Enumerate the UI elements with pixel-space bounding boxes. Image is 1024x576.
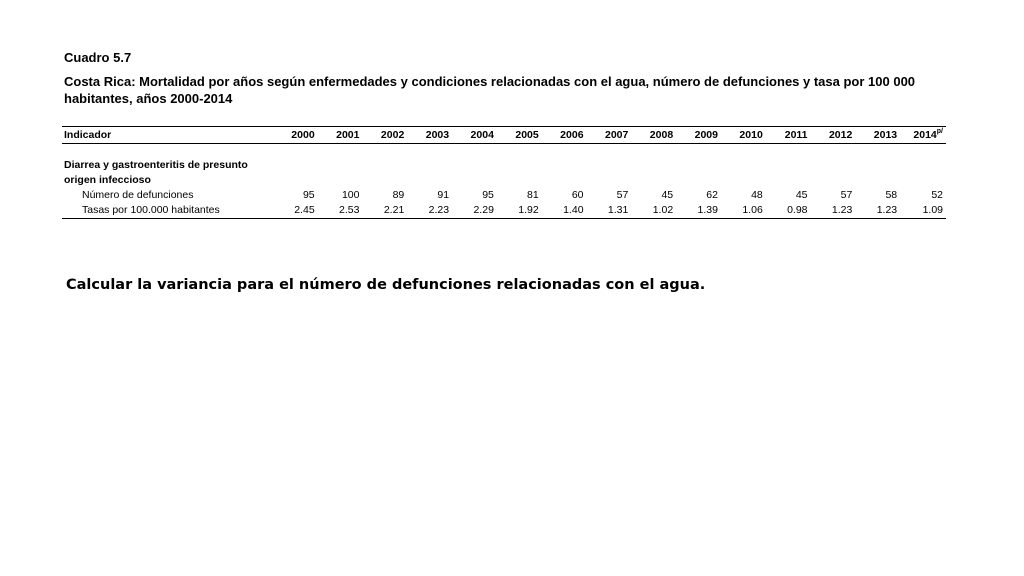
- table-cell: 81: [527, 189, 539, 201]
- header-year-2014: 2014p/: [900, 126, 946, 144]
- header-year-2009: 2009: [676, 126, 721, 144]
- header-year-2000: 2000: [272, 126, 318, 144]
- group-row: origen infeccioso: [62, 173, 946, 188]
- year-label: 2004: [470, 129, 494, 141]
- table-cell: 2.23: [407, 203, 453, 219]
- table-cell: 1.40: [541, 203, 587, 219]
- table-header-row: Indicador 2000 2001 2002 2003 2004 2005 2006 20…: [62, 126, 946, 144]
- row-label: Tasas por 100.000 habitantes: [62, 203, 273, 219]
- year-label: 2001: [336, 129, 360, 141]
- table-cell: 0.98: [765, 203, 811, 219]
- table-row: Número de defunciones 95 100 89 91 95 81 60 57 45…: [62, 188, 946, 203]
- table-cell: 62: [706, 189, 718, 201]
- year-label: 2010: [739, 129, 763, 141]
- spacer-row: [62, 144, 946, 159]
- table-cell: 95: [302, 189, 315, 201]
- header-year-2012: 2012: [810, 126, 856, 144]
- table-cell: 95: [482, 189, 494, 201]
- header-year-2002: 2002: [362, 126, 408, 144]
- header-year-2004: 2004: [452, 126, 497, 144]
- group-label-line2: origen infeccioso: [64, 174, 151, 186]
- table-cell: 89: [392, 189, 405, 201]
- header-year-2003: 2003: [407, 126, 453, 144]
- mortality-table: Indicador 2000 2001 2002 2003 2004 2005 2006 20…: [62, 126, 946, 219]
- year-label: 2013: [873, 129, 898, 141]
- year-label: 2003: [425, 129, 450, 141]
- table-cell: 2.29: [452, 203, 497, 219]
- header-indicador: Indicador: [62, 126, 273, 144]
- year-label: 2014: [913, 129, 937, 141]
- header-year-2006: 2006: [541, 126, 587, 144]
- table-cell: 48: [751, 189, 763, 201]
- header-year-2001: 2001: [317, 126, 363, 144]
- year-label: 2007: [604, 129, 629, 141]
- year-label: 2008: [649, 129, 674, 141]
- question-text: Calcular la variancia para el número de …: [66, 277, 706, 293]
- header-year-2007: 2007: [586, 126, 632, 144]
- table-cell: 1.23: [810, 203, 856, 219]
- table-title: Costa Rica: Mortalidad por años según en…: [64, 74, 916, 106]
- group-row: Diarrea y gastroenteritis de presunto: [62, 158, 946, 173]
- table-cell: 1.23: [855, 203, 901, 219]
- year-label: 2005: [515, 129, 539, 141]
- table-cell: 2.21: [362, 203, 408, 219]
- header-year-2010: 2010: [720, 126, 766, 144]
- table-cell: 60: [571, 189, 584, 201]
- preliminary-superscript: p/: [936, 128, 943, 135]
- row-label: Número de defunciones: [82, 189, 194, 201]
- year-label: 2011: [784, 129, 808, 141]
- table-cell: 1.02: [631, 203, 677, 219]
- year-label: 2002: [380, 129, 405, 141]
- group-label-line1: Diarrea y gastroenteritis de presunto: [64, 159, 248, 171]
- table-cell: 100: [341, 189, 360, 201]
- year-label: 2000: [291, 129, 315, 141]
- year-label: 2012: [828, 129, 853, 141]
- table-cell: 1.39: [676, 203, 721, 219]
- year-label: 2009: [694, 129, 718, 141]
- table-cell: 2.53: [317, 203, 363, 219]
- table-cell: 45: [661, 189, 674, 201]
- header-year-2011: 2011: [765, 126, 811, 144]
- table-cell: 52: [931, 189, 943, 201]
- header-year-2013: 2013: [855, 126, 901, 144]
- table-cell: 45: [795, 189, 808, 201]
- table-cell: 57: [840, 189, 853, 201]
- table-cell: 91: [437, 189, 450, 201]
- header-year-2005: 2005: [496, 126, 542, 144]
- table-cell: 1.06: [720, 203, 766, 219]
- table-cell: 1.09: [900, 203, 946, 219]
- year-label: 2006: [560, 129, 584, 141]
- table-cell: 1.92: [496, 203, 542, 219]
- header-year-2008: 2008: [631, 126, 677, 144]
- table-cell: 58: [885, 189, 898, 201]
- table-number: Cuadro 5.7: [64, 50, 132, 65]
- table-cell: 1.31: [586, 203, 632, 219]
- table-cell: 57: [616, 189, 629, 201]
- table-row: Tasas por 100.000 habitantes 2.45 2.53 2.21…: [62, 203, 946, 219]
- table-cell: 2.45: [272, 203, 318, 219]
